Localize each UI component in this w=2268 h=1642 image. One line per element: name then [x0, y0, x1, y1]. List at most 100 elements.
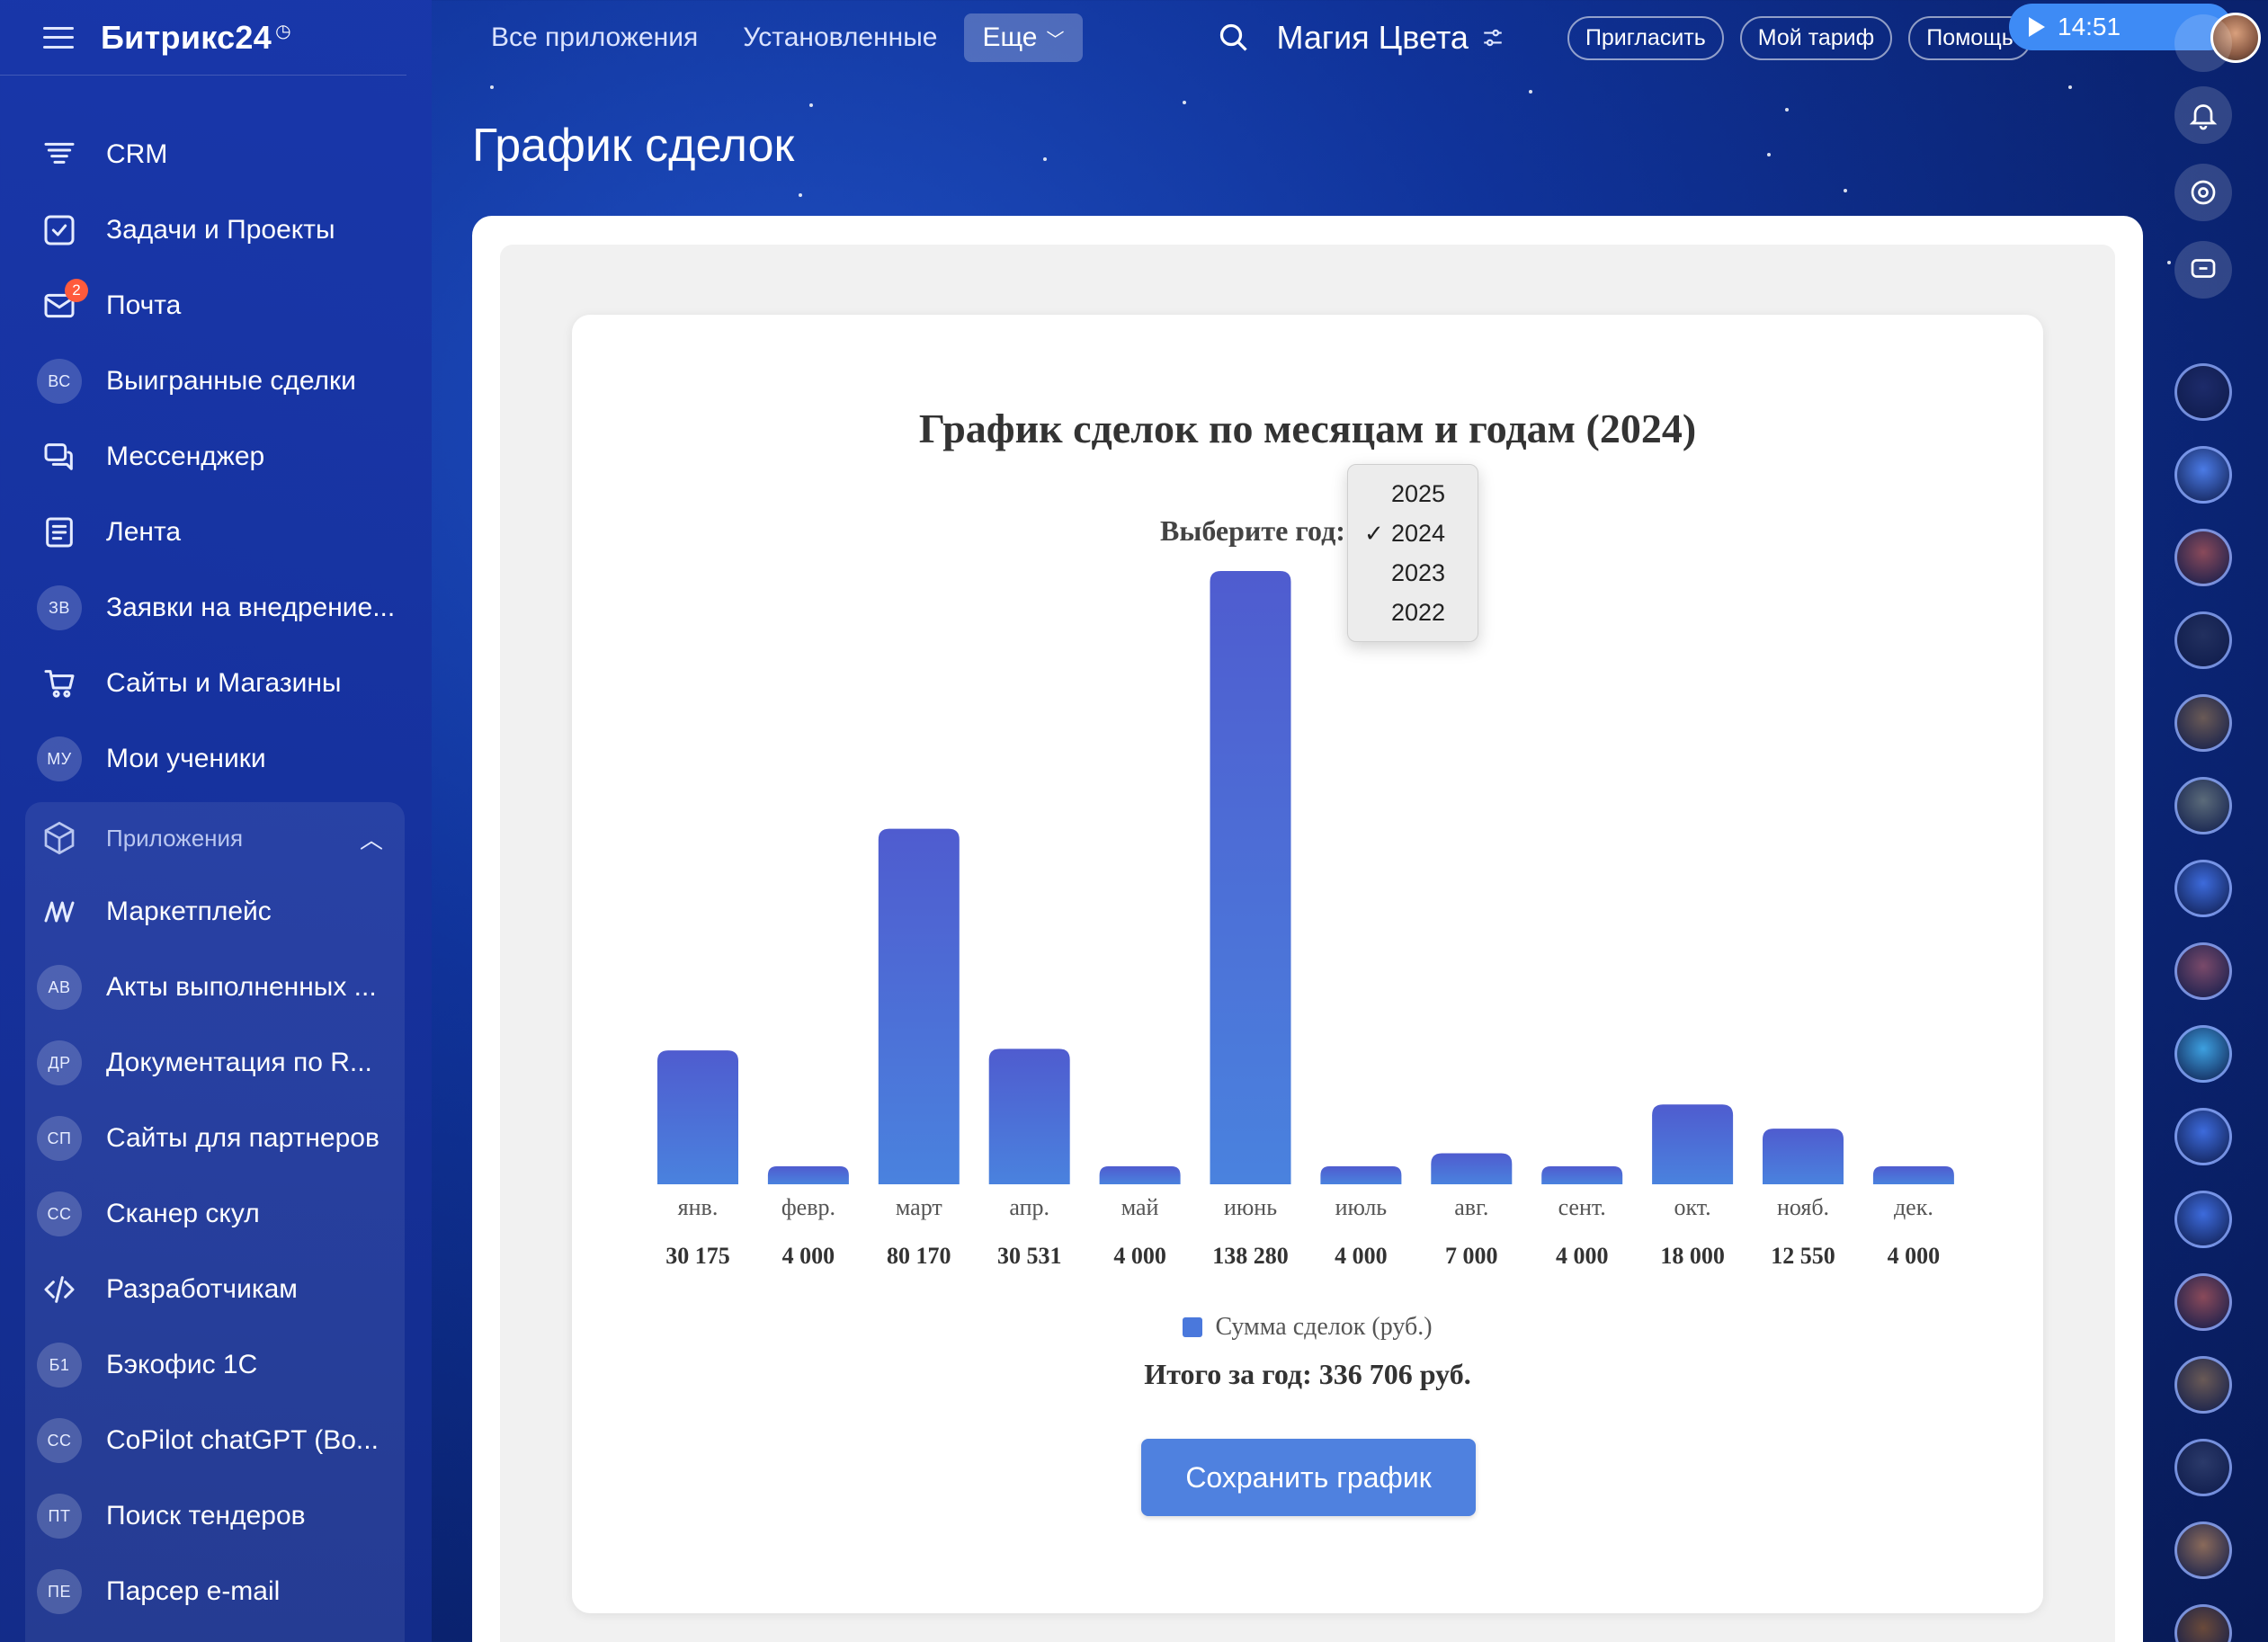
chevron-up-icon[interactable]: ︿	[359, 825, 383, 853]
apps-group-header[interactable]: Приложения ︿	[25, 802, 405, 874]
app-initials-avatar: ПЕ	[36, 1568, 83, 1615]
year-option-2024[interactable]: ✓ 2024	[1348, 513, 1478, 553]
chart-legend: Сумма сделок (руб.)	[572, 1313, 2043, 1342]
app-initials: СП	[37, 1116, 82, 1161]
chat-avatar[interactable]	[2174, 1356, 2232, 1414]
checkmark-icon: ✓	[1364, 519, 1384, 547]
worktime-button[interactable]: 14:51	[2009, 4, 2232, 50]
sidebar-item-3[interactable]: ВС Выигранные сделки	[0, 344, 432, 419]
chat-avatar[interactable]	[2174, 1191, 2232, 1248]
chat-avatar[interactable]	[2174, 446, 2232, 504]
year-total: Итого за год: 336 706 руб.	[1144, 1358, 1471, 1390]
bell-icon[interactable]	[2174, 86, 2232, 144]
sidebar-item-1[interactable]: Задачи и Проекты	[0, 192, 432, 268]
company-name[interactable]: Магия Цвета	[1277, 19, 1505, 57]
sidebar-item-0[interactable]: CRM	[0, 117, 432, 192]
top-bar: Все приложения Установленные Еще ﹀ Магия …	[432, 0, 2268, 76]
year-option-2025[interactable]: 2025	[1348, 474, 1478, 513]
apps-item-9[interactable]: ПЕ Парсер e-mail	[25, 1554, 405, 1629]
search-icon[interactable]	[1218, 22, 1250, 54]
year-dropdown[interactable]: 2025 ✓ 2024 2023 2022	[1347, 464, 1478, 642]
app-initials-avatar: ВС	[36, 358, 83, 405]
apps-item-5[interactable]: Разработчикам	[25, 1252, 405, 1327]
tab-all-apps[interactable]: Все приложения	[491, 22, 699, 52]
year-option-2022[interactable]: 2022	[1348, 593, 1478, 632]
bar-март[interactable]	[878, 828, 960, 1184]
crm-filter-icon	[36, 131, 83, 178]
nav-label: Документация по R...	[106, 1048, 372, 1077]
chat-avatar[interactable]	[2174, 860, 2232, 917]
nav-label: Сканер скул	[106, 1199, 260, 1228]
logo-row: Битрикс24 ◷	[0, 0, 406, 76]
app-initials: АВ	[37, 965, 82, 1010]
apps-item-1[interactable]: АВ Акты выполненных ...	[25, 950, 405, 1025]
bell-icon[interactable]	[2174, 14, 2232, 72]
sidebar-item-2[interactable]: 2 Почта	[0, 268, 432, 344]
apps-item-4[interactable]: СС Сканер скул	[25, 1176, 405, 1252]
tab-installed[interactable]: Установленные	[743, 22, 938, 52]
nav-label: Сайты для партнеров	[106, 1123, 379, 1153]
app-initials: ДР	[37, 1040, 82, 1085]
sidebar-item-8[interactable]: МУ Мои ученики	[0, 721, 432, 797]
bar-дек.[interactable]	[1872, 1166, 1954, 1184]
page-title: График сделок	[472, 120, 795, 172]
app-initials-avatar: Б1	[36, 1342, 83, 1388]
app-initials: ВС	[37, 359, 82, 404]
bar-окт.[interactable]	[1652, 1104, 1734, 1184]
bar-сент.[interactable]	[1541, 1166, 1623, 1184]
bar-июнь[interactable]	[1210, 571, 1291, 1184]
chat-avatar[interactable]	[2174, 363, 2232, 421]
bar-авг.[interactable]	[1431, 1153, 1513, 1184]
bar-февр.[interactable]	[767, 1166, 849, 1184]
bar-апр.[interactable]	[988, 1049, 1070, 1184]
help-button[interactable]: Помощь	[1908, 15, 2031, 60]
year-select-label: Выберите год:	[1160, 514, 1345, 547]
chat-avatar[interactable]	[2174, 1025, 2232, 1083]
menu-burger-icon[interactable]	[43, 26, 74, 49]
chart-card: График сделок по месяцам и годам (2024) …	[572, 315, 2043, 1613]
apps-item-6[interactable]: Б1 Бэкофис 1С	[25, 1327, 405, 1403]
bar-янв.[interactable]	[657, 1050, 738, 1184]
sidebar-item-4[interactable]: Мессенджер	[0, 419, 432, 495]
user-avatar[interactable]	[2210, 13, 2261, 63]
chat-avatar[interactable]	[2174, 694, 2232, 752]
save-chart-button[interactable]: Сохранить график	[1141, 1439, 1476, 1516]
chat-avatar[interactable]	[2174, 611, 2232, 669]
chat-avatar[interactable]	[2174, 529, 2232, 586]
copilot-icon[interactable]	[2174, 164, 2232, 221]
chat-avatar[interactable]	[2174, 1522, 2232, 1579]
app-initials: ПЕ	[37, 1569, 82, 1614]
x-tick-label: авг.	[1454, 1194, 1488, 1220]
sidebar-item-5[interactable]: Лента	[0, 495, 432, 570]
bar-нояб.[interactable]	[1763, 1129, 1844, 1184]
nav-label: Бэкофис 1С	[106, 1350, 258, 1379]
bar-июль[interactable]	[1320, 1166, 1402, 1184]
chat-avatar[interactable]	[2174, 942, 2232, 1000]
year-option-2023[interactable]: 2023	[1348, 553, 1478, 593]
chat-avatar[interactable]	[2174, 777, 2232, 834]
sidebar-item-6[interactable]: ЗВ Заявки на внедрение...	[0, 570, 432, 646]
chart-title: График сделок по месяцам и годам (2024)	[918, 406, 1697, 451]
chat-avatar[interactable]	[2174, 1108, 2232, 1165]
chevron-down-icon: ﹀	[1046, 30, 1065, 50]
unread-badge: 2	[65, 279, 88, 302]
sidebar-item-7[interactable]: Сайты и Магазины	[0, 646, 432, 721]
apps-item-0[interactable]: Маркетплейс	[25, 874, 405, 950]
x-tick-label: окт.	[1674, 1194, 1710, 1220]
app-initials-avatar: СС	[36, 1191, 83, 1237]
apps-item-7[interactable]: CC CoPilot chatGPT (Bo...	[25, 1403, 405, 1478]
my-plan-button[interactable]: Мой тариф	[1739, 15, 1893, 60]
tab-more[interactable]: Еще ﹀	[964, 13, 1083, 62]
chat-avatar[interactable]	[2174, 1273, 2232, 1331]
app-logo[interactable]: Битрикс24 ◷	[101, 18, 291, 56]
bar-май[interactable]	[1099, 1166, 1181, 1184]
chat-avatar[interactable]	[2174, 1439, 2232, 1496]
x-tick-label: янв.	[678, 1194, 719, 1220]
invite-button[interactable]: Пригласить	[1567, 15, 1724, 60]
apps-item-3[interactable]: СП Сайты для партнеров	[25, 1101, 405, 1176]
chat-sync-icon[interactable]	[2174, 241, 2232, 299]
apps-item-8[interactable]: ПТ Поиск тендеров	[25, 1478, 405, 1554]
nav-label: Сайты и Магазины	[106, 668, 342, 698]
apps-item-2[interactable]: ДР Документация по R...	[25, 1025, 405, 1101]
bar-value-label: 7 000	[1445, 1243, 1498, 1269]
